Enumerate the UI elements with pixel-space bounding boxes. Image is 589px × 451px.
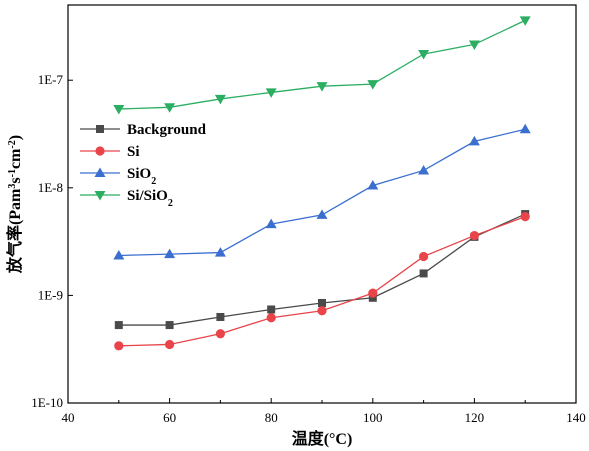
data-point [214, 94, 226, 105]
data-point [469, 230, 479, 241]
x-axis: 40 60 80 100 120 140 [62, 398, 586, 425]
data-point [316, 82, 328, 92]
data-point [164, 248, 176, 259]
x-tick-label: 100 [363, 410, 383, 425]
data-point [265, 88, 277, 98]
data-point [317, 306, 327, 316]
data-point [164, 103, 176, 113]
y-tick-label: 1E-10 [31, 395, 63, 410]
data-point [113, 249, 125, 260]
data-point [113, 105, 125, 115]
y-tick-label: 1E-9 [38, 287, 63, 302]
data-point [215, 329, 225, 339]
series-layer [113, 16, 531, 351]
data-point [419, 251, 429, 262]
legend-marker [96, 125, 104, 133]
legend-label: Background [127, 122, 207, 138]
series-3 [113, 16, 531, 115]
series-2 [113, 123, 531, 260]
legend-marker [95, 146, 105, 156]
data-point [266, 313, 276, 323]
data-point [316, 209, 328, 219]
x-tick-label: 60 [163, 410, 176, 425]
legend-entry: Si/SiO2 [80, 188, 173, 209]
legend-label: Si/SiO2 [127, 188, 173, 209]
x-axis-title: 温度(°C) [291, 429, 353, 448]
data-point [368, 293, 377, 302]
data-point [267, 305, 276, 314]
x-tick-label: 80 [265, 410, 278, 425]
data-point [519, 123, 531, 134]
legend-entry: Si [80, 144, 140, 160]
legend-marker [94, 167, 106, 177]
data-point [114, 341, 124, 351]
data-point [468, 135, 480, 146]
data-point [367, 180, 379, 190]
legend-label: Si [127, 144, 140, 160]
data-point [114, 321, 123, 330]
y-axis: 1E-10 1E-9 1E-8 1E-7 [31, 72, 73, 410]
y-tick-label: 1E-8 [38, 180, 63, 195]
legend-label: SiO2 [127, 166, 156, 187]
data-point [165, 321, 174, 330]
y-axis-title: 放气率(Pam3s-1cm-2) [5, 135, 24, 274]
data-point [520, 211, 530, 222]
legend-entry: Background [80, 122, 207, 138]
x-tick-label: 140 [566, 410, 586, 425]
legend-marker [94, 191, 106, 201]
x-tick-label: 40 [62, 410, 75, 425]
data-point [418, 164, 430, 175]
data-point [418, 50, 430, 60]
y-tick-label: 1E-7 [38, 72, 64, 87]
x-tick-label: 120 [465, 410, 485, 425]
data-point [216, 312, 225, 321]
series-1 [114, 211, 530, 351]
data-point [214, 247, 226, 257]
data-point [265, 218, 277, 229]
data-point [419, 269, 428, 278]
data-point [367, 80, 379, 90]
data-point [519, 16, 531, 26]
data-point [165, 339, 175, 350]
data-point [368, 288, 378, 298]
legend-entry: SiO2 [80, 166, 156, 187]
data-point [468, 40, 480, 50]
data-point [318, 298, 326, 307]
